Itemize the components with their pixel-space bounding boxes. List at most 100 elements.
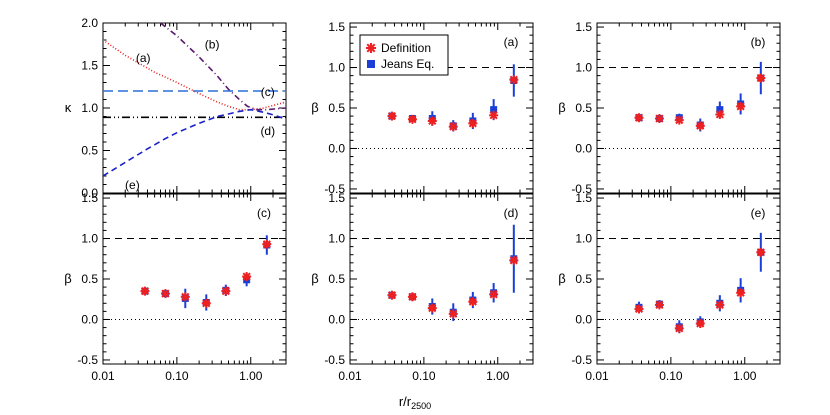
curve-label: (d) bbox=[260, 124, 275, 138]
y-tick-label: 1.0 bbox=[81, 101, 98, 115]
panel-label: (c) bbox=[257, 206, 271, 220]
panel-label: (b) bbox=[751, 35, 766, 49]
panel-label: (a) bbox=[504, 35, 519, 49]
definition-point bbox=[695, 121, 705, 131]
definition-point bbox=[695, 319, 705, 329]
x-tick-label: 0.10 bbox=[659, 369, 683, 383]
legend-definition-symbol bbox=[366, 43, 376, 53]
panel-e: 0.01 0.10 1.00 -0.5 0.0 0.5 1.0 1.5 β (e) bbox=[558, 191, 781, 383]
x-tick-label: 0.01 bbox=[585, 369, 609, 383]
jeans-point bbox=[716, 106, 724, 114]
y-tick-label: 0.0 bbox=[81, 186, 98, 200]
y-tick-label: 0.5 bbox=[328, 101, 345, 115]
curve-label: (e) bbox=[125, 178, 140, 192]
y-tick-label: -0.5 bbox=[571, 182, 592, 196]
x-tick-label: 0.01 bbox=[338, 369, 362, 383]
y-axis-label: β bbox=[558, 100, 565, 115]
panel-label: (d) bbox=[504, 206, 519, 220]
definition-point bbox=[448, 122, 458, 132]
panel-d: 0.01 0.10 1.00 -0.5 0.0 0.5 1.0 1.5 β (d) bbox=[311, 191, 534, 383]
definition-point bbox=[448, 309, 458, 319]
panel-c: 0.01 0.10 1.00 -0.5 0.0 0.5 1.0 1.5 β (c) bbox=[64, 191, 287, 383]
x-axis-label: r/r2500 bbox=[399, 394, 431, 411]
legend-jeans-label: Jeans Eq. bbox=[381, 57, 434, 71]
definition-point bbox=[242, 272, 252, 282]
y-axis-label: β bbox=[64, 271, 71, 286]
panel-kappa: 0.0 0.5 1.0 1.5 2.0 κ (a) (b) (c) (d) (e) bbox=[65, 16, 287, 200]
y-tick-label: 1.0 bbox=[328, 232, 345, 246]
y-axis-label: β bbox=[311, 100, 318, 115]
definition-point bbox=[634, 113, 644, 123]
y-tick-label: -0.5 bbox=[571, 353, 592, 367]
definition-point bbox=[387, 111, 397, 121]
jeans-point bbox=[490, 106, 498, 114]
y-tick-label: 0.5 bbox=[575, 272, 592, 286]
curve-label: (b) bbox=[205, 38, 220, 52]
y-tick-label: 0.0 bbox=[328, 312, 345, 326]
definition-point bbox=[468, 118, 478, 128]
definition-point bbox=[674, 323, 684, 333]
y-tick-label: 1.0 bbox=[328, 61, 345, 75]
y-tick-label: 1.0 bbox=[81, 232, 98, 246]
x-axis-label-sub: 2500 bbox=[411, 401, 431, 411]
y-axis-label: κ bbox=[65, 100, 72, 115]
definition-point bbox=[634, 304, 644, 314]
definition-point bbox=[427, 303, 437, 313]
plot-frame bbox=[102, 22, 287, 194]
y-axis-label: β bbox=[311, 271, 318, 286]
definition-point bbox=[736, 101, 746, 111]
y-tick-label: 0.5 bbox=[81, 272, 98, 286]
y-tick-label: 1.5 bbox=[575, 20, 592, 34]
x-axis-label-base: r/r bbox=[399, 394, 412, 409]
definition-point bbox=[427, 116, 437, 126]
curve-label: (c) bbox=[261, 85, 275, 99]
y-tick-label: 1.5 bbox=[81, 191, 98, 205]
definition-point bbox=[201, 298, 211, 308]
y-tick-label: -0.5 bbox=[324, 182, 345, 196]
panel-label: (e) bbox=[751, 206, 766, 220]
y-axis-label: β bbox=[558, 271, 565, 286]
y-tick-label: 0.0 bbox=[575, 312, 592, 326]
definition-point bbox=[654, 114, 664, 124]
x-tick-label: 0.10 bbox=[165, 369, 189, 383]
legend-definition-label: Definition bbox=[381, 41, 431, 55]
y-tick-label: 1.5 bbox=[328, 191, 345, 205]
y-tick-label: -0.5 bbox=[324, 353, 345, 367]
y-tick-label: 0.0 bbox=[328, 141, 345, 155]
definition-point bbox=[221, 286, 231, 296]
definition-point bbox=[509, 255, 519, 265]
y-tick-label: 0.0 bbox=[575, 141, 592, 155]
x-tick-label: 1.00 bbox=[239, 369, 263, 383]
definition-point bbox=[468, 297, 478, 307]
kappa-curve-e bbox=[103, 108, 286, 177]
y-tick-label: 2.0 bbox=[81, 16, 98, 30]
y-tick-label: 1.5 bbox=[81, 59, 98, 73]
y-tick-label: 0.5 bbox=[81, 144, 98, 158]
definition-point bbox=[715, 109, 725, 119]
definition-point bbox=[509, 75, 519, 85]
definition-point bbox=[715, 300, 725, 310]
y-tick-label: 1.5 bbox=[328, 20, 345, 34]
legend-jeans-symbol bbox=[367, 60, 375, 68]
y-tick-label: 0.5 bbox=[328, 272, 345, 286]
legend-box bbox=[359, 34, 449, 76]
definition-point bbox=[407, 292, 417, 302]
y-tick-label: 1.0 bbox=[575, 61, 592, 75]
definition-point bbox=[407, 114, 417, 124]
definition-point bbox=[387, 290, 397, 300]
definition-point bbox=[489, 289, 499, 299]
panel-b: -0.5 0.0 0.5 1.0 1.5 β (b) bbox=[558, 20, 781, 196]
y-tick-label: 1.5 bbox=[575, 191, 592, 205]
kappa-curve-a bbox=[103, 39, 286, 111]
x-tick-label: 1.00 bbox=[733, 369, 757, 383]
definition-point bbox=[489, 110, 499, 120]
definition-point bbox=[674, 115, 684, 125]
y-tick-label: 0.5 bbox=[575, 101, 592, 115]
definition-point bbox=[262, 239, 272, 249]
x-tick-label: 1.00 bbox=[486, 369, 510, 383]
curve-label: (a) bbox=[136, 51, 151, 65]
definition-point bbox=[756, 73, 766, 83]
x-tick-label: 0.10 bbox=[412, 369, 436, 383]
definition-point bbox=[180, 292, 190, 302]
